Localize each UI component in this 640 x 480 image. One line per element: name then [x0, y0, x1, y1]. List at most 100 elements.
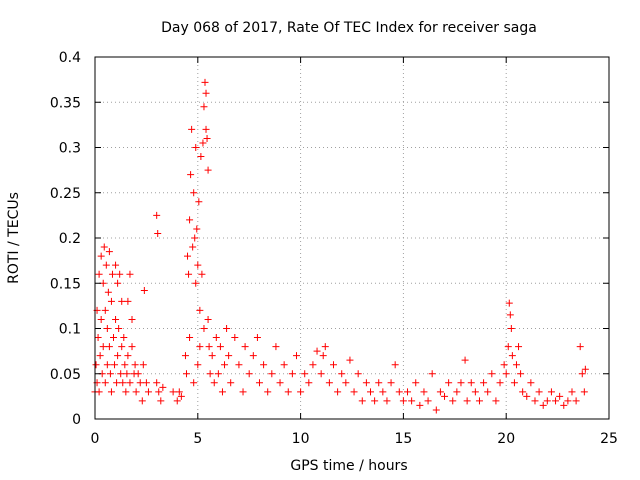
data-point: [206, 370, 214, 378]
data-point: [210, 379, 218, 387]
data-point: [580, 388, 588, 396]
data-point: [99, 343, 107, 351]
data-point: [92, 361, 100, 369]
data-point: [428, 370, 436, 378]
data-point: [95, 270, 103, 278]
data-point: [404, 388, 412, 396]
data-point: [527, 379, 535, 387]
data-point: [136, 379, 144, 387]
data-point: [188, 125, 196, 133]
data-point: [231, 334, 239, 342]
data-point: [128, 315, 136, 323]
data-point: [195, 198, 203, 206]
data-point: [253, 334, 261, 342]
data-point: [358, 397, 366, 405]
x-tick-labels: 0 5 10 15 20 25: [91, 431, 618, 447]
data-point: [506, 311, 514, 319]
data-point: [190, 189, 198, 197]
data-point: [191, 234, 199, 242]
data-point: [197, 153, 205, 161]
data-point: [572, 397, 580, 405]
data-point: [292, 352, 300, 360]
data-point: [173, 397, 181, 405]
data-point: [203, 134, 211, 142]
data-point: [112, 315, 120, 323]
data-point: [202, 125, 210, 133]
data-point: [505, 299, 513, 307]
data-point: [189, 243, 197, 251]
data-point: [121, 361, 129, 369]
data-point: [441, 392, 449, 400]
x-axis-label: GPS time / hours: [290, 458, 407, 474]
data-point: [116, 270, 124, 278]
data-point: [510, 379, 518, 387]
data-point: [395, 388, 403, 396]
data-point: [101, 306, 109, 314]
data-point: [196, 343, 204, 351]
data-point: [122, 388, 130, 396]
data-point: [387, 379, 395, 387]
data-point: [255, 379, 263, 387]
data-point: [202, 89, 210, 97]
data-point: [449, 397, 457, 405]
data-point: [200, 103, 208, 111]
tick-marks: [94, 56, 610, 420]
data-point: [346, 356, 354, 364]
data-point: [107, 388, 115, 396]
data-point: [371, 397, 379, 405]
data-point: [111, 361, 119, 369]
data-point: [329, 361, 337, 369]
data-point: [445, 379, 453, 387]
data-point: [154, 229, 162, 237]
data-point: [192, 144, 200, 151]
data-point: [142, 379, 150, 387]
data-point: [383, 397, 391, 405]
data-point: [484, 388, 492, 396]
data-point: [531, 397, 539, 405]
data-point: [543, 397, 551, 405]
data-point: [496, 379, 504, 387]
data-point: [488, 370, 496, 378]
data-point: [568, 388, 576, 396]
data-point: [519, 388, 527, 396]
data-point: [131, 361, 139, 369]
data-point: [480, 379, 488, 387]
data-point: [309, 361, 317, 369]
data-point: [249, 352, 257, 360]
data-point: [200, 325, 208, 332]
data-point: [552, 397, 560, 405]
data-point: [408, 397, 416, 405]
data-point: [317, 370, 325, 378]
data-point: [350, 388, 358, 396]
data-point: [159, 383, 167, 391]
data-point: [227, 379, 235, 387]
data-point: [214, 370, 222, 378]
data-point: [192, 279, 200, 287]
data-point: [139, 361, 147, 369]
data-point: [241, 343, 249, 351]
data-point: [198, 270, 206, 278]
data-point: [416, 401, 424, 409]
data-point: [128, 343, 136, 351]
data-point: [412, 379, 420, 387]
data-point: [221, 361, 229, 369]
data-point: [190, 379, 198, 387]
data-point: [123, 370, 131, 378]
data-point: [185, 270, 193, 278]
data-point: [239, 388, 247, 396]
data-point: [119, 379, 127, 387]
data-point: [507, 325, 515, 332]
data-point: [175, 388, 183, 396]
data-point: [106, 370, 114, 378]
data-point: [492, 397, 500, 405]
data-point: [436, 388, 444, 396]
data-point: [517, 370, 525, 378]
data-point: [539, 401, 547, 409]
data-point: [471, 388, 479, 396]
data-point: [235, 361, 243, 369]
data-point: [225, 352, 233, 360]
data-point: [181, 352, 189, 360]
data-point: [108, 270, 116, 278]
